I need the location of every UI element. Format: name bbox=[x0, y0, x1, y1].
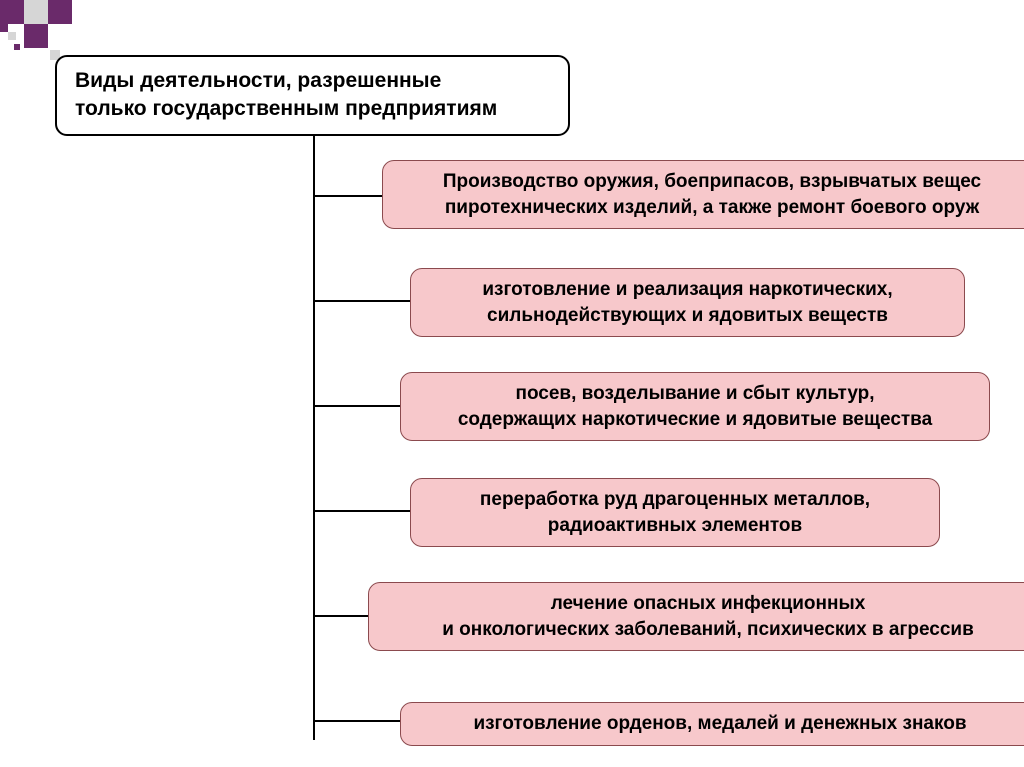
item-line: изготовление орденов, медалей и денежных… bbox=[415, 711, 1024, 737]
item-line: содержащих наркотические и ядовитые веще… bbox=[415, 407, 975, 433]
deco-square bbox=[8, 32, 16, 40]
item-box-4: лечение опасных инфекционныхи онкологиче… bbox=[368, 582, 1024, 651]
title-line: Виды деятельности, разрешенные bbox=[75, 67, 550, 95]
item-line: посев, возделывание и сбыт культур, bbox=[415, 381, 975, 407]
connector-branch bbox=[313, 300, 410, 302]
item-box-1: изготовление и реализация наркотических,… bbox=[410, 268, 965, 337]
connector-branch bbox=[313, 510, 410, 512]
title-box: Виды деятельности, разрешенныетолько гос… bbox=[55, 55, 570, 136]
item-line: лечение опасных инфекционных bbox=[383, 591, 1024, 617]
item-box-0: Производство оружия, боеприпасов, взрывч… bbox=[382, 160, 1024, 229]
item-line: изготовление и реализация наркотических, bbox=[425, 277, 950, 303]
deco-square bbox=[0, 0, 24, 24]
item-line: переработка руд драгоценных металлов, bbox=[425, 487, 925, 513]
item-box-2: посев, возделывание и сбыт культур,содер… bbox=[400, 372, 990, 441]
connector-trunk bbox=[313, 117, 315, 740]
item-line: сильнодействующих и ядовитых веществ bbox=[425, 303, 950, 329]
deco-square bbox=[0, 24, 8, 32]
connector-branch bbox=[313, 405, 410, 407]
item-line: пиротехнических изделий, а также ремонт … bbox=[397, 195, 1024, 221]
item-line: Производство оружия, боеприпасов, взрывч… bbox=[397, 169, 1024, 195]
item-line: и онкологических заболеваний, психически… bbox=[383, 617, 1024, 643]
title-line: только государственным предприятиям bbox=[75, 95, 550, 123]
item-box-3: переработка руд драгоценных металлов,рад… bbox=[410, 478, 940, 547]
deco-square bbox=[14, 44, 20, 50]
deco-square bbox=[48, 0, 72, 24]
item-box-5: изготовление орденов, медалей и денежных… bbox=[400, 702, 1024, 746]
item-line: радиоактивных элементов bbox=[425, 513, 925, 539]
deco-square bbox=[24, 0, 48, 24]
deco-square bbox=[24, 24, 48, 48]
connector-branch bbox=[313, 720, 410, 722]
